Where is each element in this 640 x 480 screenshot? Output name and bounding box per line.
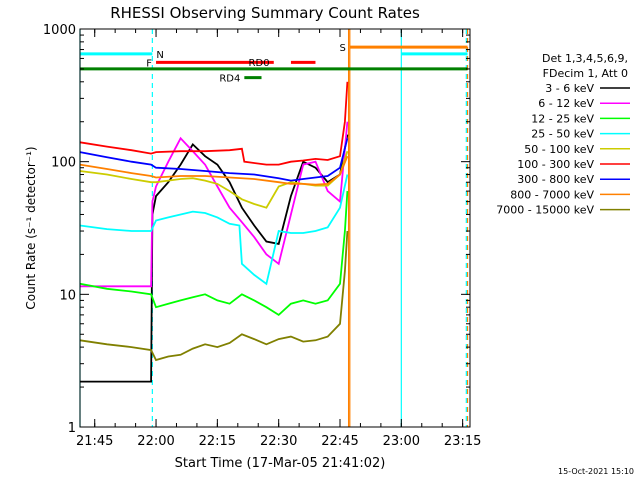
x-tick-label: 22:00: [137, 434, 174, 449]
legend-entry-label: 50 - 100 keV: [524, 143, 594, 156]
legend-entry-label: 100 - 300 keV: [517, 158, 594, 171]
plot-frame: [79, 28, 471, 428]
flag-label-f: F: [146, 58, 152, 69]
x-axis-label: Start Time (17-Mar-05 21:41:02): [175, 456, 386, 471]
legend-entry-label: 7000 - 15000 keV: [496, 204, 594, 217]
legend-header: FDecim 1, Att 0: [543, 67, 628, 80]
x-tick-label: 21:45: [76, 434, 113, 449]
legend: Det 1,3,4,5,6,9, FDecim 1, Att 0 3 - 6 keV…: [496, 52, 630, 217]
y-tick-label: 10: [59, 288, 76, 303]
flag-label-n: N: [156, 50, 163, 61]
flag-label-rd0: RD0: [249, 58, 270, 69]
x-tick-label: 23:00: [383, 434, 420, 449]
flag-label-rd4: RD4: [219, 74, 240, 85]
footer-timestamp: 15-Oct-2021 15:10: [558, 467, 634, 476]
series-line-7: [79, 155, 349, 186]
x-tick-label: 23:15: [444, 434, 481, 449]
series-line-8: [79, 230, 349, 362]
series-line-5: [79, 81, 349, 166]
legend-entry-label: 6 - 12 keV: [538, 97, 594, 110]
series-line-2: [79, 191, 349, 317]
x-tick-label: 22:15: [199, 434, 236, 449]
chart-title: RHESSI Observing Summary Count Rates: [110, 4, 420, 22]
x-tick-label: 22:30: [260, 434, 297, 449]
x-tick-label: 22:45: [321, 434, 358, 449]
legend-entry-label: 800 - 7000 keV: [510, 188, 594, 201]
y-tick-label: 1000: [43, 23, 76, 38]
y-axis-label: Count Rate (s⁻¹ detector⁻¹): [24, 146, 38, 309]
legend-entry-label: 300 - 800 keV: [517, 173, 594, 186]
series-line-3: [79, 174, 349, 286]
x-axis: 21:45 22:00 22:15 22:30 22:45 23:00 23:15: [76, 29, 481, 449]
series-lines: [79, 81, 349, 383]
legend-header: Det 1,3,4,5,6,9,: [542, 52, 628, 65]
legend-entry-label: 25 - 50 keV: [531, 128, 594, 141]
series-line-6: [79, 138, 349, 182]
y-tick-label: 100: [51, 156, 76, 171]
flag-bars: NF S RD0 RD4: [80, 43, 468, 85]
y-axis: 1 10 100 1000: [43, 23, 470, 436]
legend-entry-label: 12 - 25 keV: [531, 112, 594, 125]
legend-entry-label: 3 - 6 keV: [545, 82, 594, 95]
flag-label-s: S: [339, 43, 345, 54]
y-tick-label: 1: [68, 421, 76, 436]
